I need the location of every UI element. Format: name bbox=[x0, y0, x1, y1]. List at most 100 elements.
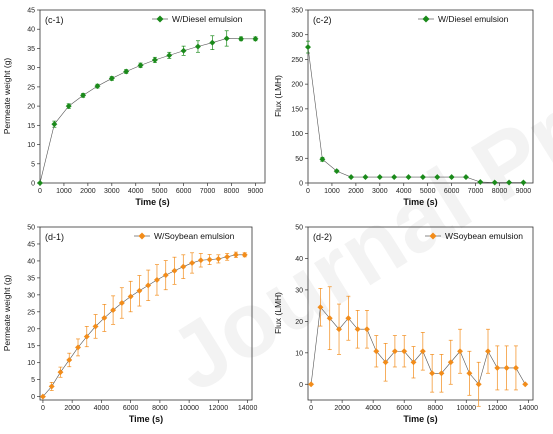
data-point bbox=[391, 348, 398, 355]
data-point bbox=[153, 276, 160, 283]
data-point bbox=[180, 47, 187, 54]
x-tick-label: 14000 bbox=[519, 405, 539, 412]
y-tick-label: 25 bbox=[27, 84, 35, 91]
panel-label: (d-1) bbox=[45, 232, 64, 242]
data-point bbox=[209, 39, 216, 46]
data-point bbox=[241, 251, 248, 258]
series-line bbox=[307, 47, 524, 183]
y-tick-label: 20 bbox=[27, 326, 35, 333]
data-point bbox=[484, 348, 492, 355]
x-tick-label: 4000 bbox=[396, 188, 412, 195]
data-point bbox=[447, 359, 454, 366]
x-axis-label: Time (s) bbox=[403, 197, 437, 207]
legend-marker bbox=[138, 232, 146, 240]
data-point bbox=[108, 75, 115, 82]
x-tick-label: 14000 bbox=[238, 405, 258, 412]
data-point bbox=[419, 348, 426, 355]
x-tick-label: 0 bbox=[309, 405, 313, 412]
legend-marker bbox=[156, 15, 164, 23]
y-axis-label: Flux (LMH) bbox=[273, 292, 283, 334]
y-tick-label: 0 bbox=[299, 181, 303, 188]
data-point bbox=[75, 344, 82, 351]
data-point bbox=[475, 381, 482, 388]
x-tick-label: 8000 bbox=[427, 405, 443, 412]
y-tick-label: 350 bbox=[291, 8, 303, 15]
data-point bbox=[51, 121, 58, 128]
x-tick-label: 2000 bbox=[334, 405, 350, 412]
x-tick-label: 1000 bbox=[56, 188, 72, 195]
y-tick-label: 15 bbox=[27, 123, 35, 130]
legend-marker bbox=[422, 15, 430, 23]
data-point bbox=[80, 92, 87, 99]
x-tick-label: 12000 bbox=[488, 405, 508, 412]
y-tick-label: 40 bbox=[295, 256, 303, 263]
y-tick-label: 10 bbox=[295, 350, 303, 357]
data-point bbox=[494, 364, 501, 371]
plot-frame bbox=[39, 226, 253, 401]
x-tick-label: 4000 bbox=[128, 188, 144, 195]
series-line bbox=[310, 306, 526, 385]
x-tick-label: 8000 bbox=[492, 188, 508, 195]
chart-panel-c2: 0 1000 2000 3000 4000 5000 6000 7000 8000 9000 0 50… bbox=[273, 8, 534, 207]
x-tick-label: 6000 bbox=[444, 188, 460, 195]
legend-label: W/Diesel emulsion bbox=[438, 14, 509, 24]
y-axis-label: Flux (LMH) bbox=[273, 75, 283, 117]
chart-panel-d2: 0 2000 4000 6000 8000 10000 12000 14000 0 10 20 30 4… bbox=[273, 225, 538, 425]
y-tick-label: 50 bbox=[295, 225, 303, 232]
x-tick-label: 6000 bbox=[396, 405, 412, 412]
x-tick-label: 2000 bbox=[348, 188, 364, 195]
data-point bbox=[520, 179, 527, 186]
x-tick-label: 6000 bbox=[176, 188, 192, 195]
y-tick-label: 45 bbox=[27, 8, 35, 15]
y-tick-label: 300 bbox=[291, 32, 303, 39]
y-tick-label: 10 bbox=[27, 142, 35, 149]
x-tick-label: 8000 bbox=[224, 188, 240, 195]
x-tick-label: 3000 bbox=[104, 188, 120, 195]
x-tick-label: 10000 bbox=[457, 405, 477, 412]
x-tick-label: 7000 bbox=[200, 188, 216, 195]
y-tick-label: 50 bbox=[295, 156, 303, 163]
y-tick-label: 35 bbox=[27, 275, 35, 282]
data-point bbox=[215, 255, 222, 262]
data-point bbox=[345, 315, 352, 322]
y-tick-label: 30 bbox=[27, 65, 35, 72]
data-point bbox=[66, 356, 73, 363]
data-point bbox=[354, 326, 361, 333]
data-point bbox=[136, 287, 143, 294]
chart-panel-c1: 0 1000 2000 3000 4000 5000 6000 7000 8000 9000 0 5 1… bbox=[2, 8, 266, 207]
y-tick-label: 50 bbox=[27, 225, 35, 232]
x-tick-label: 7000 bbox=[468, 188, 484, 195]
y-axis-label: Permeate weight (g) bbox=[2, 58, 12, 135]
x-tick-label: 8000 bbox=[152, 405, 168, 412]
data-point bbox=[373, 348, 380, 355]
data-point bbox=[171, 267, 178, 274]
data-point bbox=[376, 174, 383, 181]
x-tick-label: 5000 bbox=[420, 188, 436, 195]
data-point bbox=[118, 299, 125, 306]
plot-frame bbox=[307, 226, 534, 401]
data-point bbox=[57, 369, 64, 376]
x-tick-label: 4000 bbox=[365, 405, 381, 412]
y-axis-label: Permeate weight (g) bbox=[2, 275, 12, 352]
panel-label: (c-2) bbox=[313, 15, 332, 25]
data-point bbox=[189, 259, 196, 266]
x-tick-label: 0 bbox=[306, 188, 310, 195]
y-tick-label: 200 bbox=[291, 82, 303, 89]
legend-label: WSoybean emulsion bbox=[445, 231, 523, 241]
data-point bbox=[326, 315, 333, 322]
y-tick-label: 5 bbox=[31, 161, 35, 168]
x-tick-label: 1000 bbox=[324, 188, 340, 195]
data-point bbox=[457, 348, 464, 355]
data-point bbox=[36, 179, 44, 187]
data-point bbox=[83, 333, 90, 340]
x-tick-label: 3000 bbox=[372, 188, 388, 195]
data-point bbox=[65, 103, 72, 110]
y-tick-label: 45 bbox=[27, 241, 35, 248]
data-point bbox=[137, 62, 144, 69]
x-tick-label: 9000 bbox=[248, 188, 264, 195]
data-point bbox=[401, 348, 408, 355]
data-point bbox=[162, 272, 169, 279]
data-point bbox=[336, 326, 343, 333]
data-point bbox=[123, 68, 130, 75]
